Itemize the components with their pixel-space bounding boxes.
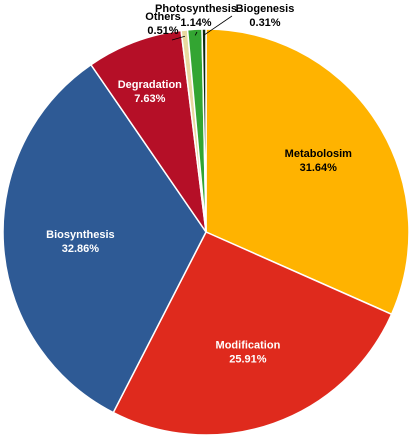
- slice-name-others: Others: [145, 11, 180, 23]
- slice-percent-degradation: 7.63%: [134, 93, 165, 105]
- pie-slices: [2, 28, 410, 436]
- slice-label-degradation: Degradation 7.63%: [118, 79, 182, 105]
- slice-percent-others: 0.51%: [147, 25, 178, 37]
- slice-name-biosynthesis: Biosynthesis: [46, 229, 114, 241]
- leader-line-photosynthesis: [194, 31, 198, 36]
- slice-percent-modification: 25.91%: [229, 354, 267, 366]
- pie-slice-modification: [112, 231, 393, 436]
- slice-label-biogenesis: Biogenesis 0.31%: [236, 3, 295, 29]
- leader-lines: [171, 15, 233, 41]
- pie-slice-biosynthesis: [2, 63, 207, 414]
- slice-name-biogenesis: Biogenesis: [236, 3, 295, 15]
- slice-label-metabolosim: Metabolosim 31.64%: [285, 148, 352, 174]
- slice-label-modification: Modification 25.91%: [216, 340, 281, 366]
- pie-slice-metabolosim: [205, 28, 410, 316]
- pie-slice-biogenesis: [201, 28, 207, 233]
- slice-percent-photosynthesis: 1.14%: [180, 17, 211, 29]
- leader-line-biogenesis: [203, 15, 233, 36]
- slice-label-others: Others 0.51%: [145, 11, 180, 37]
- slice-percent-biogenesis: 0.31%: [249, 17, 280, 29]
- slice-name-photosynthesis: Photosynthesis: [155, 3, 237, 15]
- slice-percent-biosynthesis: 32.86%: [62, 243, 100, 255]
- slice-name-metabolosim: Metabolosim: [285, 148, 352, 160]
- slice-label-biosynthesis: Biosynthesis 32.86%: [46, 229, 114, 255]
- slice-labels: Metabolosim 31.64% Modification 25.91% Biosy…: [46, 3, 352, 366]
- slice-name-modification: Modification: [216, 340, 281, 352]
- slice-percent-metabolosim: 31.64%: [300, 162, 338, 174]
- pie-slice-degradation: [89, 29, 207, 233]
- slice-label-photosynthesis: Photosynthesis 1.14%: [155, 3, 237, 29]
- slice-name-degradation: Degradation: [118, 79, 182, 91]
- leader-line-others: [171, 35, 186, 41]
